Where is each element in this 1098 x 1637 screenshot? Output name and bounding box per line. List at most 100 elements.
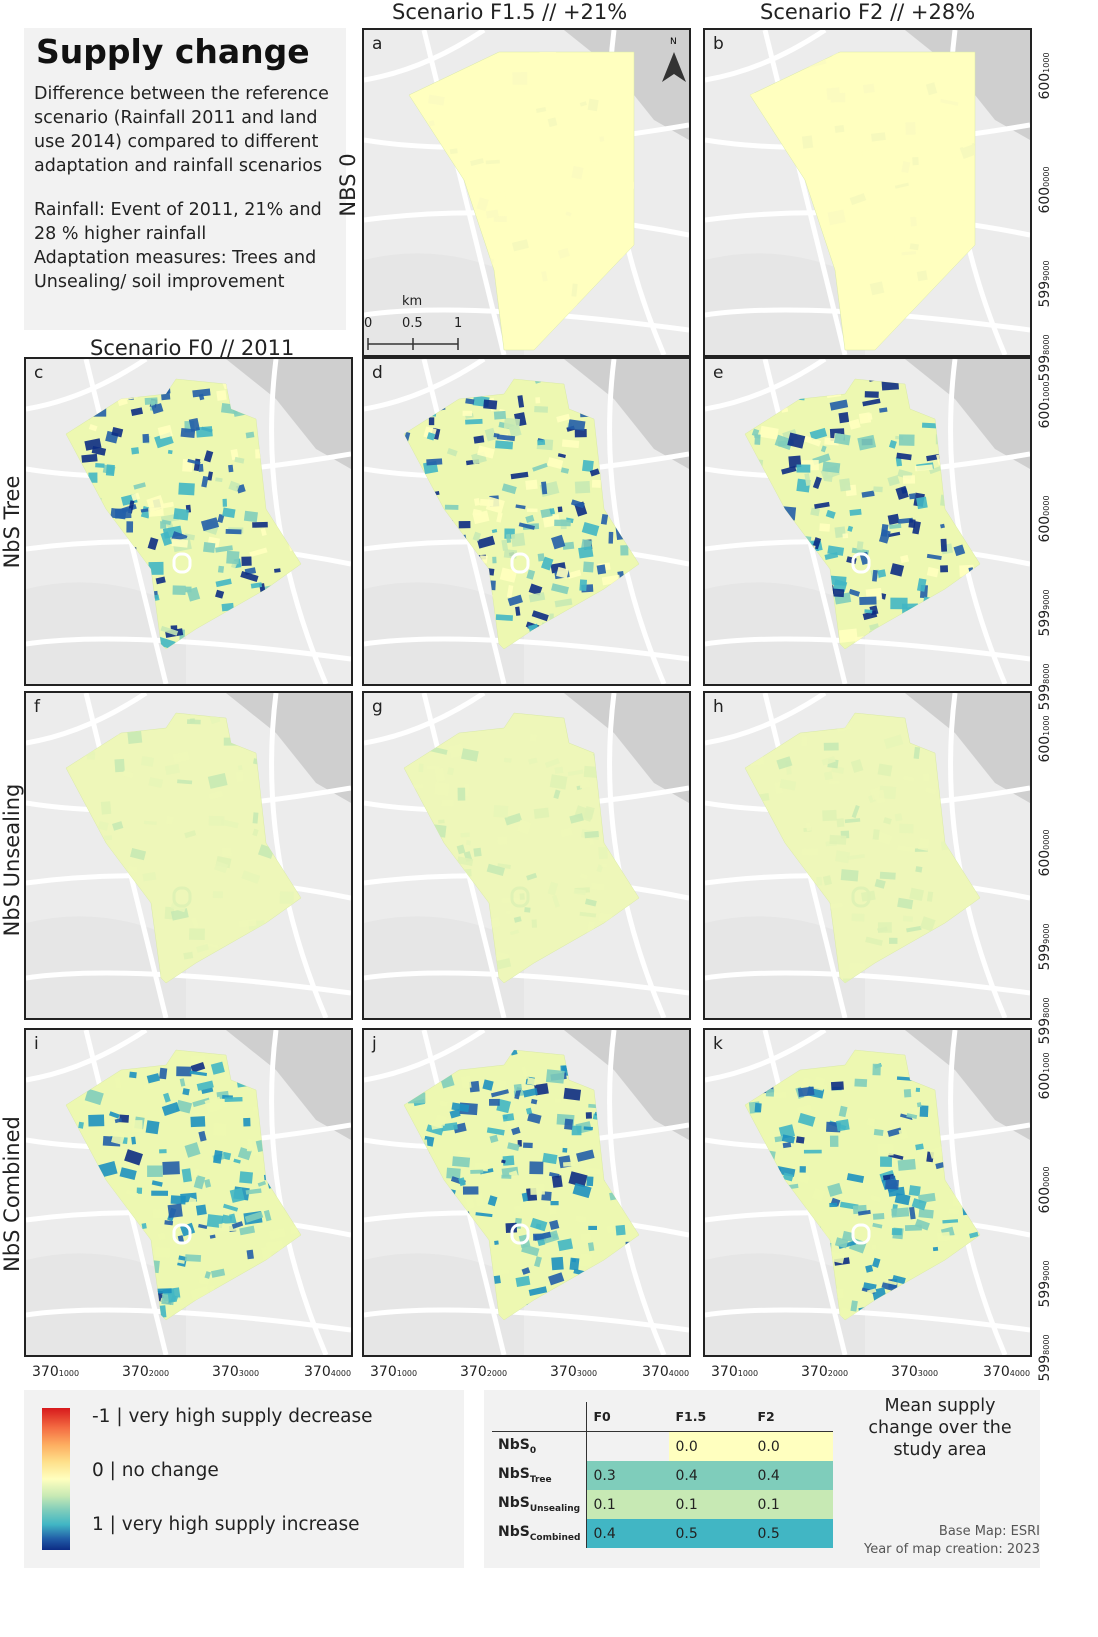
color-legend: -1 | very high supply decrease 0 | no ch… (24, 1390, 464, 1568)
scale-tick-half: 0.5 (402, 316, 423, 331)
y-tick-label: 5998000 (1037, 997, 1053, 1045)
row-title-combined: NbS Combined (0, 1116, 24, 1272)
table-header-1: F1.5 (669, 1402, 752, 1432)
map-image-k (705, 1030, 1030, 1355)
panel-letter-e: e (713, 363, 724, 383)
panel-letter-i: i (34, 1034, 39, 1054)
table-row-label: NbSCombined (492, 1519, 588, 1548)
x-tick-label: 3704000 (304, 1364, 352, 1380)
map-image-i (26, 1030, 351, 1355)
description-reference: Difference between the reference scenari… (34, 84, 329, 176)
scale-tick-1: 1 (454, 316, 463, 331)
table-header-0: F0 (586, 1402, 670, 1432)
y-tick-label: 6001000 (1037, 52, 1053, 100)
table-cell: 0.5 (669, 1519, 752, 1548)
map-panel-h: h (703, 691, 1032, 1020)
y-tick-label: 6000000 (1037, 1166, 1053, 1214)
column-title-f15: Scenario F1.5 // +21% (392, 0, 628, 24)
table-cell: 0.0 (669, 1431, 752, 1461)
table-row-label: NbSUnsealing (492, 1490, 588, 1519)
panel-letter-b: b (713, 34, 724, 54)
x-tick-label: 3703000 (891, 1364, 939, 1380)
panel-letter-h: h (713, 697, 724, 717)
y-tick-label: 5999000 (1037, 923, 1053, 971)
column-title-f2: Scenario F2 // +28% (760, 0, 976, 24)
table-row-label: NbSTree (492, 1461, 588, 1490)
x-tick-label: 3701000 (370, 1364, 418, 1380)
table-cell: 0.4 (751, 1461, 834, 1490)
basemap-credit: Base Map: ESRI (938, 1524, 1040, 1539)
map-image-g (364, 693, 689, 1018)
y-tick-label: 5998000 (1037, 663, 1053, 711)
table-caption: Mean supply change over the study area (868, 1396, 1012, 1460)
creation-year: Year of map creation: 2023 (863, 1542, 1040, 1557)
x-tick-label: 3704000 (642, 1364, 690, 1380)
x-tick-label: 3704000 (983, 1364, 1031, 1380)
table-cell: 0.1 (669, 1490, 752, 1519)
legend-label-no-change: 0 | no change (92, 1460, 219, 1481)
table-cell: 0.1 (751, 1490, 834, 1519)
mean-change-table-box: F0 F1.5 F2 NbS0 0.0 0.0 NbSTree 0.3 0.4 0.4 NbSUns… (484, 1390, 1040, 1568)
map-panel-b: b (703, 28, 1032, 357)
legend-label-decrease: -1 | very high supply decrease (92, 1406, 373, 1427)
y-tick-label: 5999000 (1037, 260, 1053, 308)
north-arrow-icon (662, 52, 686, 82)
map-panel-c: c (24, 357, 353, 686)
table-cell: 0.3 (586, 1461, 670, 1490)
map-image-b (705, 30, 1030, 355)
panel-letter-f: f (34, 697, 40, 717)
description-rainfall: Rainfall: Event of 2011, 21% and 28 % hi… (34, 200, 322, 244)
table-cell: 0.4 (669, 1461, 752, 1490)
x-tick-label: 3701000 (711, 1364, 759, 1380)
map-panel-k: k (703, 1028, 1032, 1357)
panel-letter-d: d (372, 363, 383, 383)
table-cell: 0.0 (751, 1431, 834, 1461)
y-tick-label: 6000000 (1037, 829, 1053, 877)
y-tick-label: 5999000 (1037, 589, 1053, 637)
x-tick-label: 3702000 (460, 1364, 508, 1380)
y-tick-label: 6001000 (1037, 381, 1053, 429)
panel-letter-k: k (713, 1034, 723, 1054)
map-image-a: N (364, 30, 689, 355)
info-box: Supply change Difference between the ref… (24, 28, 346, 330)
panel-letter-c: c (34, 363, 44, 383)
legend-label-increase: 1 | very high supply increase (92, 1514, 360, 1535)
map-image-e (705, 359, 1030, 684)
scale-tick-0: 0 (364, 316, 373, 331)
y-tick-label: 6000000 (1037, 166, 1053, 214)
description-measures: Adaptation measures: Trees and Unsealing… (34, 248, 317, 292)
map-panel-e: e (703, 357, 1032, 686)
x-tick-label: 3702000 (801, 1364, 849, 1380)
map-panel-j: j (362, 1028, 691, 1357)
map-image-d (364, 359, 689, 684)
row-title-tree: NbS Tree (0, 475, 24, 569)
legend-color-ramp (42, 1408, 70, 1550)
panel-letter-a: a (372, 34, 383, 54)
table-row-label: NbS0 (492, 1431, 588, 1461)
x-tick-label: 3703000 (212, 1364, 260, 1380)
column-title-f0: Scenario F0 // 2011 (90, 336, 295, 360)
table-cell (586, 1431, 670, 1461)
panel-letter-g: g (372, 697, 383, 717)
scale-unit: km (402, 294, 423, 309)
panel-letter-j: j (372, 1034, 377, 1054)
x-tick-label: 3703000 (550, 1364, 598, 1380)
map-panel-g: g (362, 691, 691, 1020)
y-tick-label: 5998000 (1037, 1334, 1053, 1382)
y-tick-label: 6001000 (1037, 1052, 1053, 1100)
scale-bar-line (367, 338, 459, 350)
y-tick-label: 6000000 (1037, 495, 1053, 543)
x-tick-label: 3701000 (32, 1364, 80, 1380)
y-tick-label: 5999000 (1037, 1260, 1053, 1308)
map-image-f (26, 693, 351, 1018)
mean-change-table: F0 F1.5 F2 NbS0 0.0 0.0 NbSTree 0.3 0.4 0.4 NbSUns… (492, 1402, 834, 1548)
y-tick-label: 6001000 (1037, 715, 1053, 763)
y-tick-label: 5998000 (1037, 334, 1053, 382)
table-header-2: F2 (751, 1402, 834, 1432)
map-title: Supply change (36, 32, 310, 71)
map-image-j (364, 1030, 689, 1355)
map-panel-f: f (24, 691, 353, 1020)
map-panel-d: d (362, 357, 691, 686)
table-cell: 0.4 (586, 1519, 670, 1548)
